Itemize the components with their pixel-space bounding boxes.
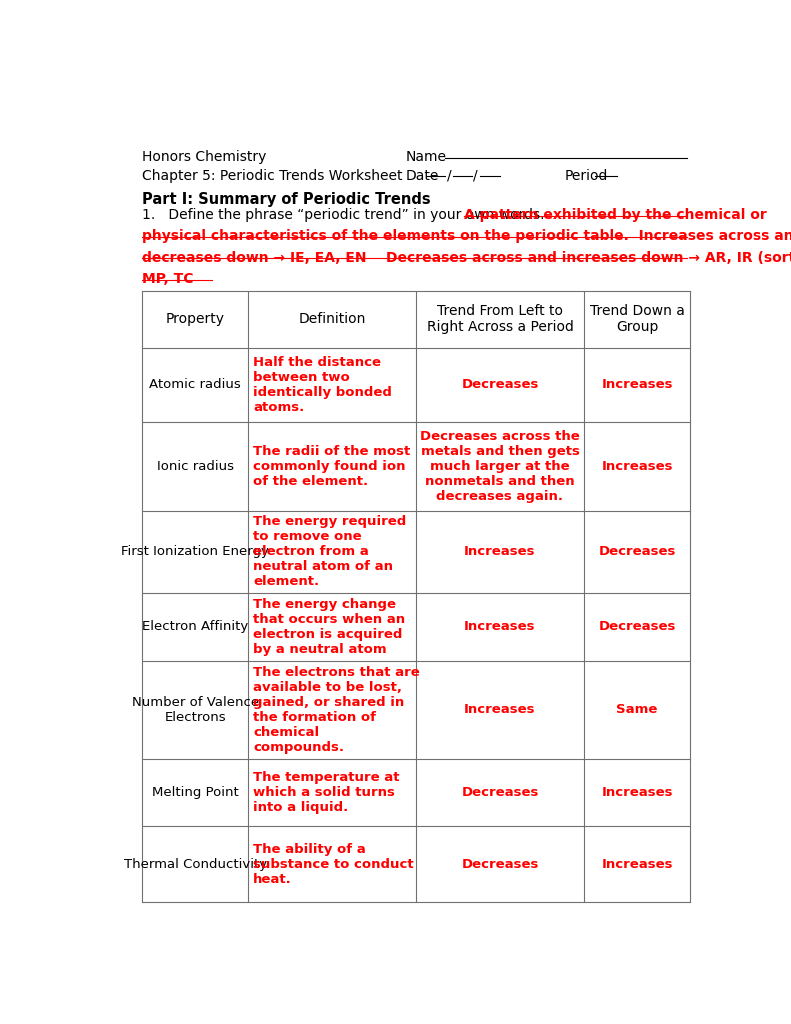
Text: Increases: Increases [601,786,673,799]
Text: MP, TC: MP, TC [142,272,193,286]
Text: The temperature at
which a solid turns
into a liquid.: The temperature at which a solid turns i… [253,771,400,814]
Text: The electrons that are
available to be lost,
gained, or shared in
the formation : The electrons that are available to be l… [253,666,420,754]
Text: Melting Point: Melting Point [152,786,239,799]
Text: Thermal Conductivity: Thermal Conductivity [123,858,267,870]
Text: The radii of the most
commonly found ion
of the element.: The radii of the most commonly found ion… [253,444,411,487]
Text: Increases: Increases [464,621,536,634]
Text: Electron Affinity: Electron Affinity [142,621,248,634]
Text: Increases: Increases [601,378,673,391]
Text: Name: Name [406,151,446,165]
Text: Definition: Definition [299,312,366,327]
Text: /: / [474,169,478,182]
Text: Date: Date [406,169,439,182]
Text: Decreases: Decreases [461,858,539,870]
Text: 1.   Define the phrase “periodic trend” in your own words.: 1. Define the phrase “periodic trend” in… [142,208,544,222]
Text: The energy required
to remove one
electron from a
neutral atom of an
element.: The energy required to remove one electr… [253,515,407,589]
Text: Period: Period [565,169,608,182]
Text: Decreases: Decreases [599,546,676,558]
Text: Increases: Increases [601,858,673,870]
Text: Increases: Increases [464,546,536,558]
Text: Honors Chemistry: Honors Chemistry [142,151,266,165]
Text: Trend Down a
Group: Trend Down a Group [589,304,684,334]
Text: Chapter 5: Periodic Trends Worksheet: Chapter 5: Periodic Trends Worksheet [142,169,403,182]
Text: Part I: Summary of Periodic Trends: Part I: Summary of Periodic Trends [142,193,430,207]
Text: Atomic radius: Atomic radius [149,378,241,391]
Text: Decreases across the
metals and then gets
much larger at the
nonmetals and then
: Decreases across the metals and then get… [420,430,580,503]
Text: Decreases: Decreases [599,621,676,634]
Text: Half the distance
between two
identically bonded
atoms.: Half the distance between two identicall… [253,355,392,414]
Text: decreases down → IE, EA, EN    Decreases across and increases down → AR, IR (sor: decreases down → IE, EA, EN Decreases ac… [142,251,791,264]
Text: physical characteristics of the elements on the periodic table.  Increases acros: physical characteristics of the elements… [142,229,791,244]
Text: Decreases: Decreases [461,786,539,799]
Text: Decreases: Decreases [461,378,539,391]
Text: A pattern exhibited by the chemical or: A pattern exhibited by the chemical or [464,208,767,222]
Text: Property: Property [165,312,225,327]
Text: /: / [447,169,452,182]
Text: First Ionization Energy: First Ionization Energy [121,546,269,558]
Text: The ability of a
substance to conduct
heat.: The ability of a substance to conduct he… [253,843,414,886]
Text: Ionic radius: Ionic radius [157,460,233,473]
Text: Increases: Increases [464,703,536,717]
Text: Number of Valence
Electrons: Number of Valence Electrons [131,696,259,724]
Text: Trend From Left to
Right Across a Period: Trend From Left to Right Across a Period [426,304,573,334]
Text: Increases: Increases [601,460,673,473]
Text: Same: Same [616,703,658,717]
Text: The energy change
that occurs when an
electron is acquired
by a neutral atom: The energy change that occurs when an el… [253,598,406,656]
